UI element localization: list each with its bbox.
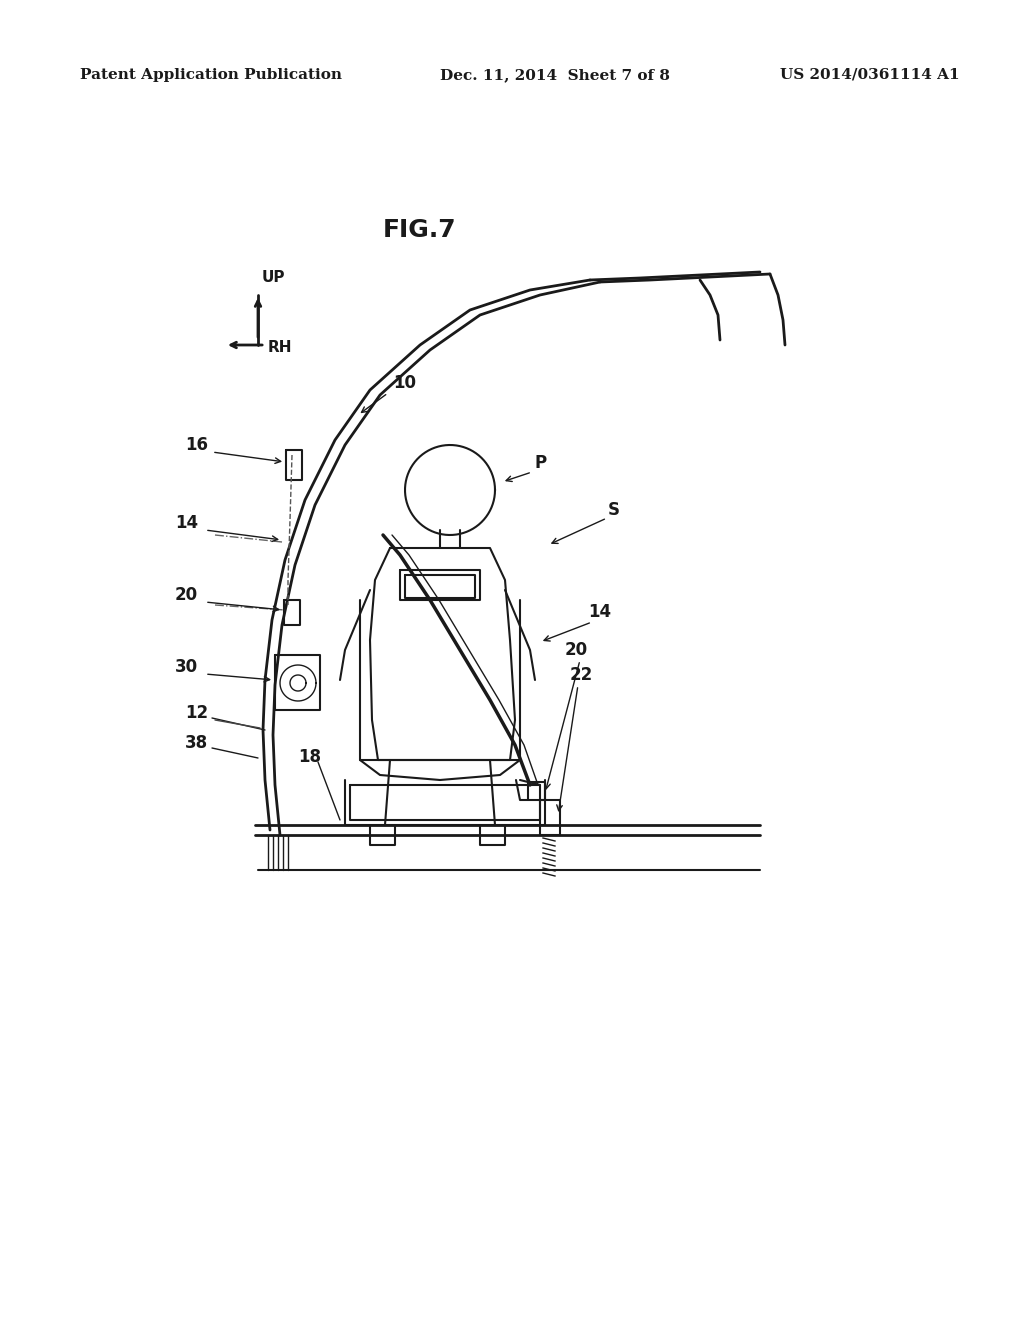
Text: RH: RH — [268, 341, 293, 355]
Text: 12: 12 — [185, 704, 208, 722]
Text: 30: 30 — [175, 657, 198, 676]
Text: 10: 10 — [393, 374, 416, 392]
Text: US 2014/0361114 A1: US 2014/0361114 A1 — [780, 69, 959, 82]
Text: Patent Application Publication: Patent Application Publication — [80, 69, 342, 82]
Text: UP: UP — [262, 271, 286, 285]
Text: Dec. 11, 2014  Sheet 7 of 8: Dec. 11, 2014 Sheet 7 of 8 — [440, 69, 670, 82]
Text: 22: 22 — [570, 667, 593, 684]
Text: FIG.7: FIG.7 — [383, 218, 457, 242]
Text: 14: 14 — [175, 513, 198, 532]
Text: S: S — [608, 502, 620, 519]
Text: 18: 18 — [298, 748, 321, 766]
Text: 38: 38 — [185, 734, 208, 752]
Text: P: P — [535, 454, 547, 473]
Text: 14: 14 — [588, 603, 611, 620]
Text: 20: 20 — [175, 586, 198, 605]
Text: 20: 20 — [565, 642, 588, 659]
Text: 16: 16 — [185, 436, 208, 454]
